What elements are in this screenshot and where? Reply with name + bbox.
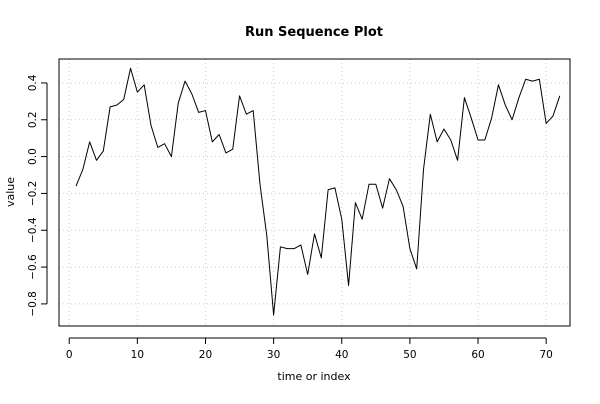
series-layer <box>75 67 561 316</box>
y-tick-label: −0.4 <box>27 217 39 243</box>
x-tick-label: 0 <box>66 349 73 361</box>
chart-title: Run Sequence Plot <box>245 25 383 40</box>
x-tick-label: 50 <box>403 349 416 361</box>
x-tick-label: 30 <box>267 349 280 361</box>
x-tick-label: 40 <box>335 349 348 361</box>
y-axis: −0.8 −0.6 −0.4 −0.2 0.0 0.2 0.4 <box>27 74 48 317</box>
y-tick-label: −0.2 <box>27 181 39 207</box>
grid-layer <box>59 59 570 326</box>
x-tick-label: 70 <box>539 349 552 361</box>
y-axis-label: value <box>4 177 17 207</box>
series-line <box>75 67 561 316</box>
y-tick-label: −0.6 <box>27 254 39 280</box>
x-axis-label: time or index <box>277 370 351 383</box>
y-tick-label: 0.0 <box>27 148 39 165</box>
y-tick-label: −0.8 <box>27 291 39 317</box>
x-tick-label: 20 <box>199 349 212 361</box>
y-tick-label: 0.4 <box>27 74 39 91</box>
x-axis: 0 10 20 30 40 50 60 70 <box>66 337 553 361</box>
x-tick-label: 10 <box>131 349 144 361</box>
x-tick-label: 60 <box>471 349 484 361</box>
y-tick-label: 0.2 <box>27 111 39 128</box>
plot-frame <box>58 58 571 327</box>
